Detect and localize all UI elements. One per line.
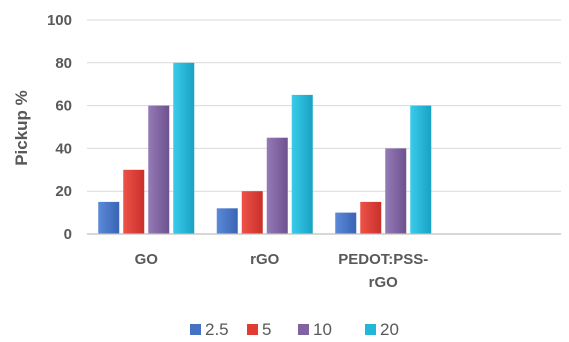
- bar-20-rGO: [291, 94, 313, 235]
- x-category-label: GO: [135, 251, 159, 268]
- y-axis-label: Pickup %: [12, 90, 31, 166]
- x-category-label: rGO: [369, 274, 399, 291]
- legend-swatch: [365, 324, 376, 335]
- x-category-label: rGO: [250, 251, 280, 268]
- legend-swatch: [298, 324, 309, 335]
- bar-5-rGO: [241, 191, 263, 234]
- bar-20-PEDOT:PSS-rGO: [410, 105, 432, 234]
- bar-2.5-GO: [98, 201, 120, 234]
- bar-2.5-rGO: [216, 208, 238, 234]
- bar-10-GO: [148, 105, 170, 234]
- y-tick-label: 60: [55, 98, 72, 115]
- legend-label: 5: [262, 320, 271, 339]
- legend-swatch: [247, 324, 258, 335]
- bar-10-rGO: [266, 137, 288, 234]
- legend-label: 2.5: [205, 320, 229, 339]
- bar-2.5-PEDOT:PSS-rGO: [335, 212, 357, 234]
- y-axis-ticks: 0 20 40 60 80 100: [47, 12, 72, 243]
- y-tick-label: 40: [55, 140, 72, 157]
- y-tick-label: 20: [55, 183, 72, 200]
- y-tick-label: 0: [64, 226, 72, 243]
- y-tick-label: 80: [55, 55, 72, 72]
- bar-5-PEDOT:PSS-rGO: [360, 201, 382, 234]
- y-tick-label: 100: [47, 12, 72, 29]
- legend-label: 10: [313, 320, 332, 339]
- legend: 2.5 5 10 20: [190, 320, 399, 339]
- x-category-label: PEDOT:PSS-: [338, 251, 428, 268]
- legend-swatch: [190, 324, 201, 335]
- legend-label: 20: [380, 320, 399, 339]
- bar-5-GO: [123, 169, 145, 234]
- bars: [98, 62, 432, 235]
- x-axis-categories: GO rGO PEDOT:PSS-rGO: [135, 251, 429, 291]
- bar-20-GO: [173, 62, 195, 234]
- bar-10-PEDOT:PSS-rGO: [385, 148, 407, 234]
